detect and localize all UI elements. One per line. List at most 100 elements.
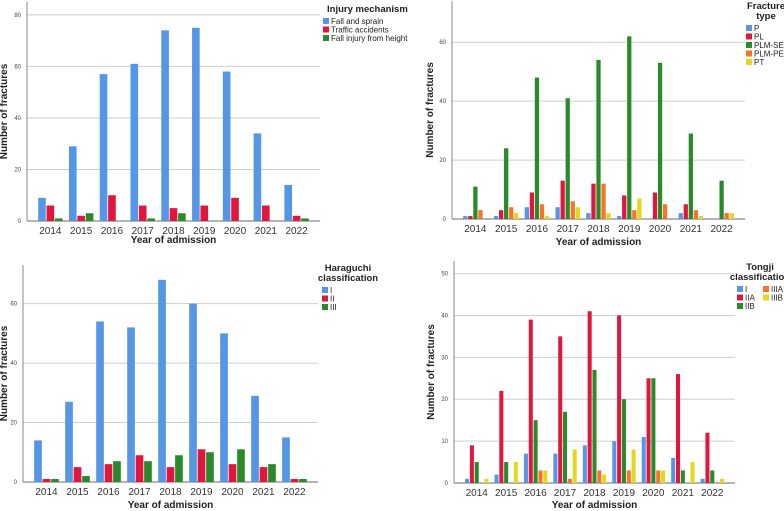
legend-label: IIA <box>745 294 755 303</box>
bar-iii-2021 <box>268 464 276 482</box>
x-tick-label: 2017 <box>128 487 151 498</box>
legend-swatch-plm-per <box>746 50 752 57</box>
bar-iiia-2016 <box>538 470 543 483</box>
legend-title: type <box>756 11 776 22</box>
bar-iib-2017 <box>563 411 568 483</box>
bar-fall-injury-from-height-2018 <box>178 213 186 221</box>
bar-iii-2018 <box>175 455 183 482</box>
y-tick-label: 60 <box>14 64 21 70</box>
legend-swatch-fall-and-sprain <box>323 18 329 24</box>
legend-swatch-i <box>322 287 328 293</box>
y-tick-label: 80 <box>14 13 21 19</box>
bar-iii-2020 <box>237 449 245 482</box>
bar-iia-2016 <box>528 319 533 483</box>
x-tick-label: 2019 <box>618 224 641 235</box>
chart-panel-3: 0 20 40 60 2014 2015 2016 2017 2018 2019 2020 2021 2… <box>0 263 378 511</box>
bar-iiib-2015 <box>513 462 518 483</box>
bar-fall-and-sprain-2014 <box>38 197 46 221</box>
bar-traffic-accidents-2017 <box>138 205 147 221</box>
bar-pl-2018 <box>591 183 596 219</box>
bar-i-2020 <box>641 436 646 483</box>
x-axis-label: Year of admission <box>131 235 217 246</box>
x-tick-label: 2019 <box>193 226 216 237</box>
bar-fall-and-sprain-2017 <box>130 63 139 221</box>
bar-pl-2017 <box>560 180 565 219</box>
bar-pt-2015 <box>514 213 519 219</box>
bar-traffic-accidents-2022 <box>292 215 301 221</box>
bar-plm-per-2015 <box>509 207 514 219</box>
x-axis-label: Year of admission <box>128 500 214 511</box>
y-axis-label: Number of fractures <box>0 63 10 159</box>
bar-i-2019 <box>612 441 617 483</box>
bar-fall-injury-from-height-2017 <box>147 218 155 221</box>
bar-fall-and-sprain-2016 <box>99 74 108 221</box>
bar-plm-ser-2020 <box>657 62 663 219</box>
bar-plm-per-2022 <box>724 213 729 219</box>
bar-iib-2015 <box>504 462 509 483</box>
bar-ii-2015 <box>73 467 82 482</box>
bar-ii-2019 <box>197 449 206 482</box>
legend-label: I <box>745 285 747 294</box>
bar-i-2022 <box>700 478 705 483</box>
x-tick-label: 2015 <box>66 487 89 498</box>
x-tick-label: 2016 <box>524 488 547 499</box>
bar-iib-2014 <box>474 462 479 483</box>
legend-label: PT <box>754 58 764 67</box>
bar-plm-ser-2016 <box>534 77 540 219</box>
bar-traffic-accidents-2015 <box>77 215 85 221</box>
legend-title: Tongji <box>746 262 774 273</box>
bar-plm-per-2017 <box>570 201 575 219</box>
x-tick-label: 2022 <box>283 487 306 498</box>
bar-fall-injury-from-height-2014 <box>54 218 63 221</box>
bar-fall-and-sprain-2018 <box>161 30 169 222</box>
bar-plm-ser-2018 <box>596 59 601 220</box>
bar-ii-2022 <box>290 479 299 482</box>
legend-swatch-i <box>737 286 743 292</box>
bar-pl-2015 <box>498 210 504 219</box>
x-tick-label: 2018 <box>587 224 610 235</box>
legend-swatch-fall-injury-from-height <box>323 35 329 41</box>
bar-plm-ser-2017 <box>565 98 570 219</box>
bar-iiib-2018 <box>602 474 607 483</box>
x-tick-label: 2018 <box>159 487 182 498</box>
bar-iii-2019 <box>206 452 214 482</box>
x-tick-label: 2015 <box>495 488 518 499</box>
bar-iiia-2020 <box>656 470 661 483</box>
bar-iiib-2022 <box>719 478 724 483</box>
y-tick-label: 40 <box>14 116 21 122</box>
legend-swatch-traffic-accidents <box>323 26 329 33</box>
bar-iib-2020 <box>651 378 656 483</box>
x-axis-label: Year of admission <box>552 500 638 511</box>
y-tick-label: 60 <box>10 302 17 308</box>
bar-iib-2021 <box>680 470 685 483</box>
bar-p-2018 <box>586 213 591 219</box>
legend-label: Fall injury from height <box>331 34 408 43</box>
bar-plm-ser-2021 <box>688 133 693 219</box>
legend-swatch-iiia <box>763 286 769 292</box>
bar-iia-2020 <box>646 378 651 483</box>
x-tick-label: 2014 <box>35 487 58 498</box>
x-tick-label: 2018 <box>583 488 606 499</box>
bar-ii-2017 <box>135 455 144 482</box>
bar-traffic-accidents-2019 <box>200 205 209 221</box>
x-tick-label: 2022 <box>701 488 724 499</box>
bar-p-2017 <box>555 207 560 219</box>
bar-plm-per-2021 <box>693 210 699 219</box>
x-tick-label: 2021 <box>680 224 703 235</box>
y-tick-label: 40 <box>439 99 446 105</box>
bar-i-2014 <box>465 478 470 483</box>
legend-swatch-iiib <box>763 294 769 301</box>
bar-pl-2019 <box>622 195 627 219</box>
bar-fall-and-sprain-2021 <box>253 133 262 221</box>
bar-pl-2020 <box>652 192 658 219</box>
bar-plm-ser-2014 <box>473 186 478 219</box>
bar-iiia-2019 <box>626 470 631 483</box>
bar-pl-2014 <box>468 216 473 219</box>
legend-swatch-p <box>746 25 752 31</box>
bar-i-2017 <box>127 327 135 482</box>
bar-iia-2014 <box>469 445 474 483</box>
legend-title: Haraguchi <box>325 263 371 274</box>
x-tick-label: 2014 <box>466 488 489 499</box>
bar-iii-2016 <box>113 461 121 482</box>
y-tick-label: 20 <box>441 397 448 403</box>
